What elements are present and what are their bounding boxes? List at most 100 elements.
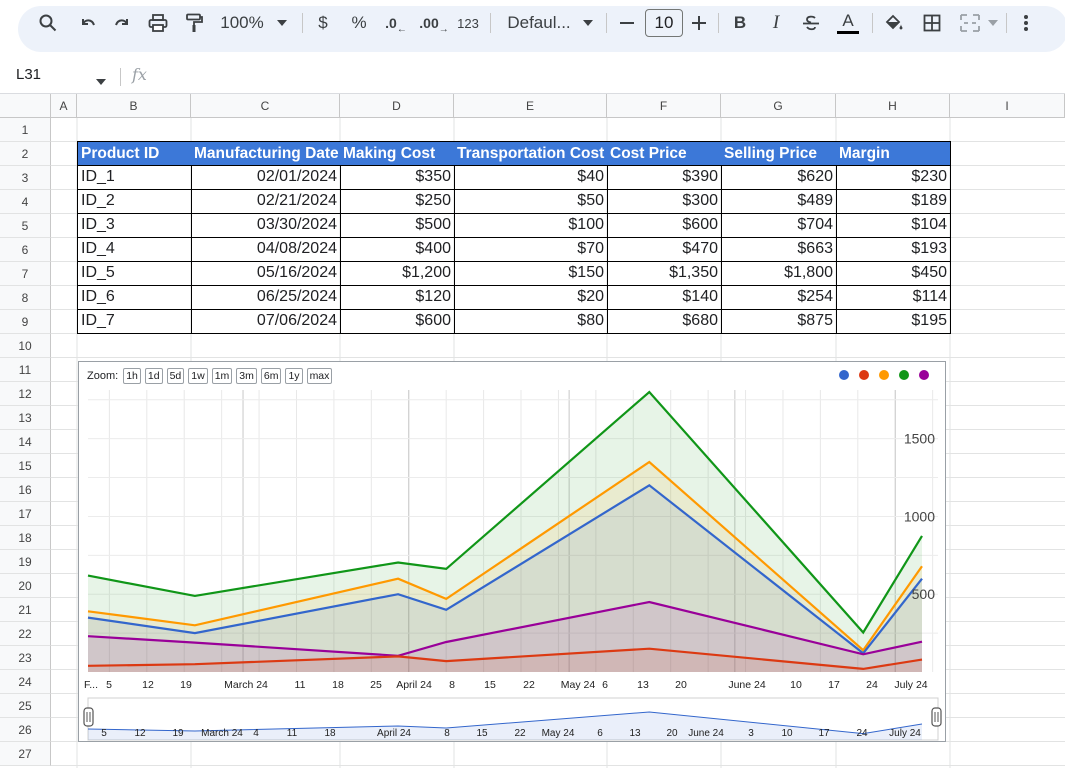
row-header-13[interactable]: 13: [0, 406, 51, 430]
range-handle[interactable]: [83, 707, 94, 727]
table-cell[interactable]: 07/06/2024: [191, 309, 341, 334]
zoom-button-1w[interactable]: 1w: [188, 368, 208, 384]
strikethrough-icon[interactable]: [800, 0, 822, 46]
row-header-12[interactable]: 12: [0, 382, 51, 406]
zoom-select[interactable]: 100%: [220, 0, 264, 46]
column-header-g[interactable]: G: [721, 94, 836, 118]
print-icon[interactable]: [146, 0, 170, 46]
table-cell[interactable]: $20: [454, 285, 608, 310]
zoom-button-6m[interactable]: 6m: [260, 368, 282, 384]
row-header-4[interactable]: 4: [0, 190, 51, 214]
table-cell[interactable]: 04/08/2024: [191, 237, 341, 262]
table-cell[interactable]: 02/21/2024: [191, 189, 341, 214]
table-header-cell[interactable]: Product ID: [77, 141, 192, 166]
row-header-27[interactable]: 27: [0, 742, 51, 766]
table-cell[interactable]: $189: [836, 189, 951, 214]
more-options-icon[interactable]: [1016, 0, 1036, 46]
italic-button[interactable]: I: [766, 0, 786, 46]
percent-button[interactable]: %: [350, 0, 368, 46]
table-cell[interactable]: $600: [607, 213, 722, 238]
row-header-19[interactable]: 19: [0, 550, 51, 574]
timeline-chart[interactable]: Zoom: 1h 1d 5d 1w 1m 3m 6m 1y max 1500 1000 500 F..…: [78, 361, 946, 742]
select-all-corner[interactable]: [0, 94, 51, 118]
table-cell[interactable]: $70: [454, 237, 608, 262]
table-cell[interactable]: $470: [607, 237, 722, 262]
chevron-down-icon[interactable]: [96, 72, 106, 90]
table-cell[interactable]: ID_6: [77, 285, 192, 310]
zoom-button-5d[interactable]: 5d: [166, 368, 185, 384]
increase-font-size-icon[interactable]: [690, 0, 708, 46]
table-header-cell[interactable]: Margin: [836, 141, 951, 166]
table-header-cell[interactable]: Cost Price: [607, 141, 722, 166]
row-header-1[interactable]: 1: [0, 118, 51, 142]
fill-color-icon[interactable]: [882, 0, 906, 46]
row-header-16[interactable]: 16: [0, 478, 51, 502]
row-header-2[interactable]: 2: [0, 142, 51, 166]
row-header-21[interactable]: 21: [0, 598, 51, 622]
table-cell[interactable]: $254: [721, 285, 837, 310]
table-header-cell[interactable]: Manufacturing Date: [191, 141, 341, 166]
table-cell[interactable]: 03/30/2024: [191, 213, 341, 238]
zoom-button-1y[interactable]: 1y: [285, 368, 303, 384]
table-cell[interactable]: 02/01/2024: [191, 165, 341, 190]
paint-format-icon[interactable]: [182, 0, 206, 46]
zoom-button-max[interactable]: max: [306, 368, 333, 384]
row-header-23[interactable]: 23: [0, 646, 51, 670]
table-cell[interactable]: $50: [454, 189, 608, 214]
bold-button[interactable]: B: [730, 0, 750, 46]
table-cell[interactable]: $120: [340, 285, 455, 310]
row-header-20[interactable]: 20: [0, 574, 51, 598]
chevron-down-icon[interactable]: [274, 0, 290, 46]
chart-plot[interactable]: 1500 1000 500 F... 5 12 19 March 24 11 18 25 April …: [79, 362, 945, 741]
legend-dot[interactable]: [899, 370, 909, 380]
legend-dot[interactable]: [839, 370, 849, 380]
table-cell[interactable]: ID_2: [77, 189, 192, 214]
column-header-f[interactable]: F: [607, 94, 721, 118]
table-cell[interactable]: ID_7: [77, 309, 192, 334]
table-cell[interactable]: 06/25/2024: [191, 285, 341, 310]
redo-icon[interactable]: [110, 0, 134, 46]
table-cell[interactable]: $620: [721, 165, 837, 190]
row-header-15[interactable]: 15: [0, 454, 51, 478]
zoom-button-3m[interactable]: 3m: [236, 368, 257, 384]
table-cell[interactable]: $875: [721, 309, 837, 334]
row-header-6[interactable]: 6: [0, 238, 51, 262]
table-cell[interactable]: $489: [721, 189, 837, 214]
column-header-e[interactable]: E: [454, 94, 607, 118]
borders-icon[interactable]: [920, 0, 944, 46]
merge-cells-icon[interactable]: [956, 0, 984, 46]
zoom-button-1d[interactable]: 1d: [144, 368, 163, 384]
decrease-font-size-icon[interactable]: [618, 0, 636, 46]
table-cell[interactable]: $140: [607, 285, 722, 310]
table-cell[interactable]: $104: [836, 213, 951, 238]
table-cell[interactable]: $1,200: [340, 261, 455, 286]
zoom-button-1m[interactable]: 1m: [211, 368, 233, 384]
font-size-input[interactable]: 10: [645, 9, 683, 37]
row-header-3[interactable]: 3: [0, 166, 51, 190]
chevron-down-icon[interactable]: [986, 0, 1000, 46]
table-cell[interactable]: $40: [454, 165, 608, 190]
table-header-cell[interactable]: Transportation Cost: [454, 141, 608, 166]
table-cell[interactable]: $114: [836, 285, 951, 310]
decrease-decimal-button[interactable]: .0 ←: [384, 0, 408, 46]
row-header-24[interactable]: 24: [0, 670, 51, 694]
table-cell[interactable]: ID_3: [77, 213, 192, 238]
search-menus-icon[interactable]: [36, 0, 60, 46]
table-cell[interactable]: $600: [340, 309, 455, 334]
zoom-button-1h[interactable]: 1h: [123, 368, 141, 384]
table-cell[interactable]: $350: [340, 165, 455, 190]
table-cell[interactable]: ID_4: [77, 237, 192, 262]
name-box[interactable]: L31: [16, 66, 42, 83]
row-header-10[interactable]: 10: [0, 334, 51, 358]
table-cell[interactable]: $390: [607, 165, 722, 190]
legend-dot[interactable]: [919, 370, 929, 380]
column-header-h[interactable]: H: [836, 94, 950, 118]
range-handle[interactable]: [931, 707, 942, 727]
table-header-cell[interactable]: Selling Price: [721, 141, 837, 166]
table-cell[interactable]: $663: [721, 237, 837, 262]
table-cell[interactable]: $300: [607, 189, 722, 214]
row-header-14[interactable]: 14: [0, 430, 51, 454]
column-header-c[interactable]: C: [191, 94, 340, 118]
number-format-button[interactable]: 123: [456, 0, 480, 46]
row-header-17[interactable]: 17: [0, 502, 51, 526]
